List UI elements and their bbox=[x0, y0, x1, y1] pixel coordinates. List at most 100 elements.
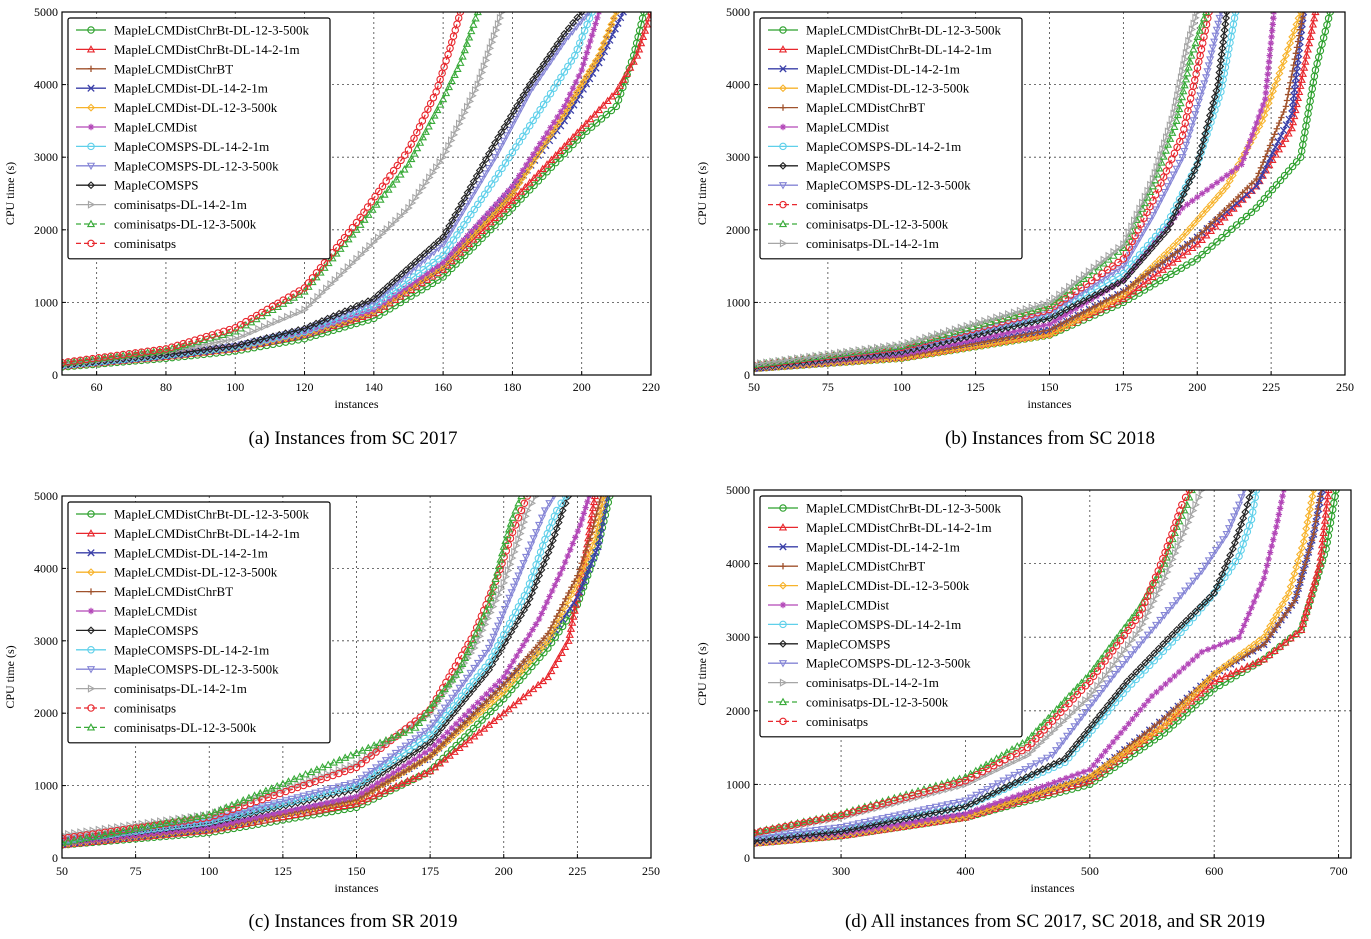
series-point bbox=[607, 20, 616, 29]
series-point bbox=[1128, 222, 1136, 231]
series-point bbox=[619, 75, 628, 83]
series-point bbox=[522, 85, 531, 94]
series-point bbox=[431, 749, 438, 756]
series-point bbox=[289, 310, 298, 319]
series-point bbox=[576, 83, 585, 92]
series-point bbox=[496, 678, 503, 685]
series-point bbox=[1034, 301, 1043, 310]
series-point bbox=[514, 513, 523, 522]
series-point bbox=[555, 146, 565, 154]
series-point bbox=[386, 172, 394, 180]
series-point bbox=[533, 145, 540, 153]
series-point bbox=[389, 756, 398, 765]
series-point bbox=[1039, 311, 1048, 320]
legend-swatch-marker bbox=[779, 142, 787, 151]
legend-entry: MapleLCMDist bbox=[114, 120, 197, 135]
series-point bbox=[336, 271, 344, 280]
series-point bbox=[232, 344, 239, 351]
series-point bbox=[1244, 143, 1252, 150]
series-point bbox=[938, 330, 948, 338]
series-point bbox=[1033, 333, 1042, 341]
series-point bbox=[387, 733, 396, 741]
legend-entry: MapleLCMDist-DL-12-3-500k bbox=[806, 81, 970, 96]
series-point bbox=[520, 499, 529, 507]
legend-swatch-marker bbox=[779, 65, 787, 73]
series-point bbox=[421, 111, 429, 119]
series-point bbox=[206, 339, 215, 348]
series-point bbox=[300, 324, 309, 333]
series-point bbox=[573, 128, 582, 136]
series-point bbox=[362, 756, 371, 764]
series-point bbox=[552, 524, 561, 533]
series-point bbox=[460, 239, 469, 248]
series-point bbox=[588, 503, 598, 512]
series-point bbox=[329, 312, 338, 321]
series-point bbox=[781, 355, 790, 365]
series-point bbox=[421, 734, 429, 743]
series-point bbox=[1105, 759, 1114, 768]
series-point bbox=[1171, 103, 1180, 112]
series-point bbox=[1207, 50, 1216, 58]
legend-swatch-marker bbox=[778, 182, 788, 190]
series-point bbox=[235, 818, 242, 825]
series-point bbox=[1110, 763, 1119, 771]
series-point bbox=[252, 804, 261, 813]
series-point bbox=[1172, 97, 1181, 106]
series-point bbox=[1179, 67, 1187, 76]
series-point bbox=[460, 739, 469, 748]
series-point bbox=[1204, 62, 1213, 70]
series-point bbox=[949, 812, 957, 820]
series-point bbox=[1115, 752, 1124, 761]
series-point bbox=[465, 707, 473, 715]
series-point bbox=[461, 203, 470, 211]
series-point bbox=[367, 768, 376, 776]
series-point bbox=[284, 777, 293, 785]
series-point bbox=[1257, 164, 1265, 172]
series-point bbox=[595, 59, 603, 67]
series-point bbox=[1223, 638, 1230, 646]
series-point bbox=[1218, 186, 1227, 195]
series-point bbox=[1215, 666, 1224, 675]
series-point bbox=[243, 329, 252, 338]
series-point bbox=[575, 72, 583, 80]
series-point bbox=[1187, 172, 1196, 181]
series-point bbox=[1114, 247, 1123, 255]
series-point bbox=[1089, 266, 1098, 275]
series-point bbox=[1259, 159, 1267, 166]
series-point bbox=[1255, 170, 1262, 177]
series-point bbox=[404, 146, 413, 154]
series-point bbox=[1163, 225, 1172, 234]
series-point bbox=[1288, 576, 1297, 585]
series-point bbox=[378, 182, 387, 190]
series-point bbox=[469, 685, 478, 694]
series-point bbox=[1238, 628, 1245, 635]
series-point bbox=[451, 219, 461, 227]
series-point bbox=[484, 185, 492, 193]
series-point bbox=[1173, 254, 1182, 262]
series-point bbox=[419, 265, 428, 274]
series-point bbox=[498, 164, 506, 173]
series-point bbox=[1284, 589, 1293, 598]
series-point bbox=[414, 718, 424, 726]
series-point bbox=[1275, 119, 1283, 127]
series-point bbox=[493, 622, 503, 631]
series-point bbox=[497, 128, 506, 137]
series-point bbox=[1074, 770, 1082, 778]
series-point bbox=[574, 527, 581, 535]
series-point bbox=[304, 279, 313, 287]
legend-box bbox=[67, 17, 331, 260]
series-point bbox=[536, 106, 544, 114]
series-point bbox=[416, 759, 423, 767]
series-point bbox=[992, 323, 1001, 331]
series-point bbox=[369, 791, 378, 800]
series-point bbox=[341, 753, 350, 761]
legend-swatch-marker bbox=[87, 84, 95, 92]
series-point bbox=[596, 498, 603, 506]
series-point bbox=[1298, 619, 1308, 627]
series-point bbox=[607, 106, 616, 115]
x-tick-label: 200 bbox=[495, 864, 513, 878]
series-point bbox=[575, 39, 584, 47]
series-point bbox=[1033, 317, 1042, 326]
series-point bbox=[1279, 126, 1288, 135]
series-point bbox=[1056, 290, 1064, 299]
